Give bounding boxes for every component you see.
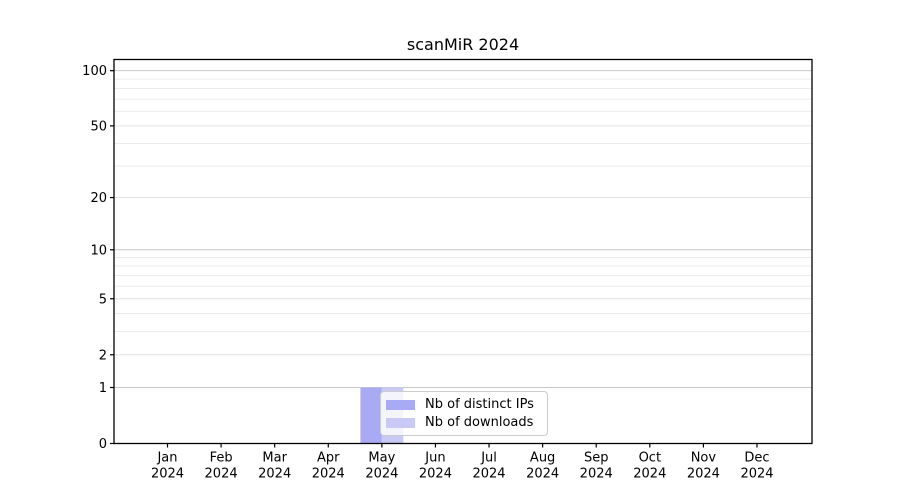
x-tick-label-year: 2024 <box>687 467 720 482</box>
legend-swatch-distinct-ips <box>386 399 415 410</box>
x-tick-label-month: Sep <box>584 451 609 466</box>
x-tick-label-month: Apr <box>317 451 340 466</box>
legend-label-downloads: Nb of downloads <box>425 415 534 430</box>
x-tick-label-year: 2024 <box>205 467 238 482</box>
x-tick-label-year: 2024 <box>472 467 505 482</box>
x-tick-label-month: Oct <box>639 451 661 466</box>
x-tick-label-month: Feb <box>210 451 233 466</box>
legend-swatch-downloads <box>386 417 415 428</box>
x-tick-label-year: 2024 <box>580 467 613 482</box>
y-tick-label: 10 <box>90 243 107 258</box>
plot-frame <box>113 58 813 445</box>
x-tick-label-year: 2024 <box>151 467 184 482</box>
x-tick-label-year: 2024 <box>365 467 398 482</box>
x-tick-label-year: 2024 <box>419 467 452 482</box>
x-tick-label-month: Nov <box>691 451 717 466</box>
x-tick-label-month: Aug <box>530 451 555 466</box>
x-tick-label-year: 2024 <box>740 467 773 482</box>
chart-title: scanMiR 2024 <box>406 35 520 54</box>
x-tick-label-year: 2024 <box>633 467 666 482</box>
x-tick-label-month: May <box>368 451 395 466</box>
legend: Nb of distinct IPs Nb of downloads <box>380 391 548 436</box>
y-tick-label: 2 <box>99 348 107 363</box>
legend-item-downloads: Nb of downloads <box>386 415 539 430</box>
legend-item-distinct-ips: Nb of distinct IPs <box>386 397 539 412</box>
y-tick-label: 100 <box>82 64 107 79</box>
y-tick-label: 5 <box>99 292 107 307</box>
y-tick-label: 1 <box>99 381 107 396</box>
x-tick-label-month: Jan <box>156 451 177 466</box>
x-tick-label-year: 2024 <box>526 467 559 482</box>
y-tick-label: 0 <box>99 437 107 452</box>
x-tick-label-month: Jun <box>424 451 445 466</box>
x-tick-label-year: 2024 <box>258 467 291 482</box>
x-tick-label-month: Jul <box>480 451 497 466</box>
x-tick-label-month: Dec <box>744 451 769 466</box>
y-tick-label: 20 <box>90 191 107 206</box>
legend-label-distinct-ips: Nb of distinct IPs <box>425 397 534 412</box>
bar-distinct-ips <box>360 387 382 444</box>
x-tick-label-year: 2024 <box>312 467 345 482</box>
x-tick-label-month: Mar <box>262 451 287 466</box>
y-tick-label: 50 <box>90 119 107 134</box>
